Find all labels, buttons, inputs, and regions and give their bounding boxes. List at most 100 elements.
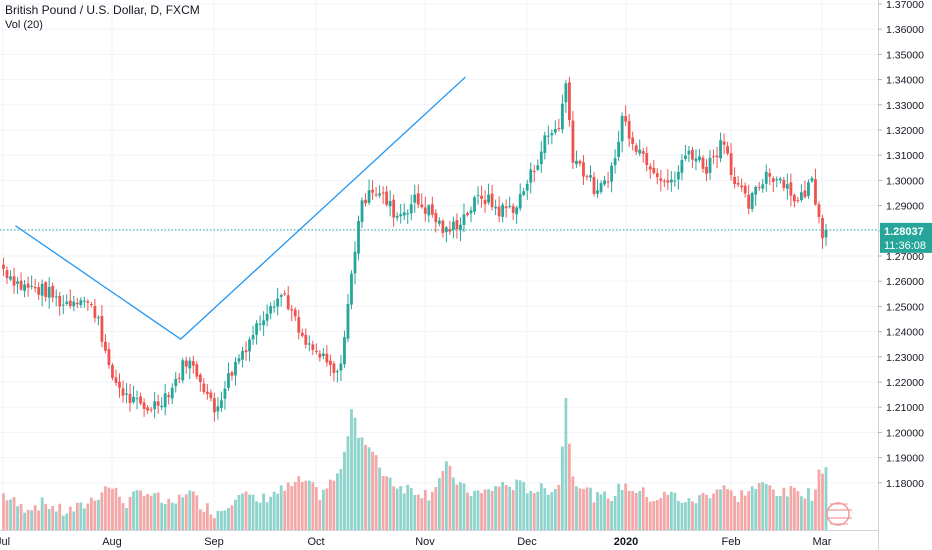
candle-body <box>719 140 722 159</box>
candle-body <box>652 167 656 174</box>
volume-bar <box>648 501 652 530</box>
volume-bar <box>750 486 754 530</box>
volume-bar <box>300 481 304 530</box>
candle-body <box>733 176 737 184</box>
candle-body <box>627 120 631 139</box>
candle-body <box>810 178 814 182</box>
candle-body <box>750 192 754 210</box>
candle-body <box>367 190 371 203</box>
candle-body <box>286 295 290 310</box>
volume-bar <box>111 488 114 530</box>
candle-body <box>121 388 125 396</box>
candle-body <box>603 180 606 185</box>
candle-body <box>782 179 786 188</box>
volume-bar <box>51 506 55 530</box>
candle-body <box>350 273 353 305</box>
candle-body <box>72 301 76 307</box>
volume-bar <box>589 487 592 530</box>
candle-body <box>58 296 62 307</box>
volume-bar <box>328 479 332 530</box>
volume-bar <box>374 455 378 530</box>
volume-bar <box>736 502 740 530</box>
volume-bar <box>128 496 132 530</box>
volume-bar <box>508 486 512 530</box>
time-scale[interactable]: Jul Aug Sep Oct Nov Dec 2020 Feb Mar <box>0 536 832 548</box>
candle-body <box>673 180 677 182</box>
volume-bar <box>617 483 621 530</box>
candle-body <box>459 224 462 230</box>
candle-body <box>188 360 192 369</box>
price-scale[interactable]: 1.37000 1.36000 1.35000 1.34000 1.33000 1.320… <box>878 0 924 490</box>
volume-indicator-label[interactable]: Vol (20) <box>5 19 43 31</box>
volume-bar <box>9 499 12 530</box>
candle-body <box>722 141 726 145</box>
candle-body <box>522 191 526 195</box>
volume-bar <box>673 492 677 530</box>
candle-body <box>585 176 589 178</box>
candle-body <box>596 190 599 194</box>
time-tick-label: Dec <box>517 536 537 548</box>
volume-bar <box>582 488 585 530</box>
candle-body <box>494 206 497 209</box>
candle-body <box>620 115 624 142</box>
candle-body <box>578 160 582 164</box>
volume-bar <box>529 490 533 530</box>
candle-body <box>82 300 86 302</box>
volume-bar <box>434 487 438 530</box>
volume-bar <box>167 498 171 530</box>
volume-bar <box>669 491 673 530</box>
trend-line[interactable] <box>15 76 466 340</box>
candle-body <box>568 82 571 121</box>
volume-bar <box>504 484 508 530</box>
candle-body <box>821 217 824 239</box>
volume-bar <box>490 491 494 530</box>
volume-bar <box>420 498 424 530</box>
candle-body <box>202 383 206 393</box>
candle-body <box>216 406 220 412</box>
candle-body <box>504 206 508 209</box>
candle-body <box>592 176 596 194</box>
volume-bar <box>198 509 202 530</box>
candle-body <box>789 182 793 196</box>
candle-body <box>388 200 392 207</box>
volume-bar <box>314 487 318 530</box>
candle-body <box>778 178 782 181</box>
volume-bar <box>782 487 786 530</box>
volume-bar <box>680 502 684 530</box>
price-tick-label: 1.30000 <box>886 175 924 187</box>
volume-bar <box>452 477 455 530</box>
candle-body <box>339 363 343 371</box>
volume-bar <box>800 496 803 530</box>
volume-bar <box>290 486 294 530</box>
candle-body <box>599 183 603 192</box>
volume-bar <box>258 502 262 530</box>
volume-bar <box>610 500 613 530</box>
candle-body <box>490 193 494 208</box>
volume-bar <box>659 498 663 530</box>
volume-bar <box>814 489 817 530</box>
volume-bar <box>156 492 160 530</box>
volume-bar <box>209 514 213 530</box>
candle-body <box>473 197 476 212</box>
candle-body <box>687 150 691 155</box>
volume-bar <box>437 478 441 530</box>
symbol-title[interactable]: British Pound / U.S. Dollar, D, FXCM <box>5 3 200 17</box>
candle-body <box>402 212 406 216</box>
candle-body <box>430 204 434 215</box>
candle-body <box>230 372 234 376</box>
candle-body <box>764 171 768 184</box>
candle-body <box>23 284 26 291</box>
candle-body <box>740 185 744 188</box>
volume-bar <box>19 503 23 530</box>
volume-bar <box>30 510 34 530</box>
volume-bar <box>568 443 571 530</box>
candle-body <box>325 353 329 363</box>
volume-bar <box>557 484 561 530</box>
volume-bar <box>174 503 178 530</box>
volume-bar <box>575 486 578 530</box>
volume-bar <box>761 482 765 530</box>
volume-bar <box>796 491 800 530</box>
volume-bar <box>255 501 258 530</box>
price-tick-label: 1.22000 <box>886 377 924 389</box>
